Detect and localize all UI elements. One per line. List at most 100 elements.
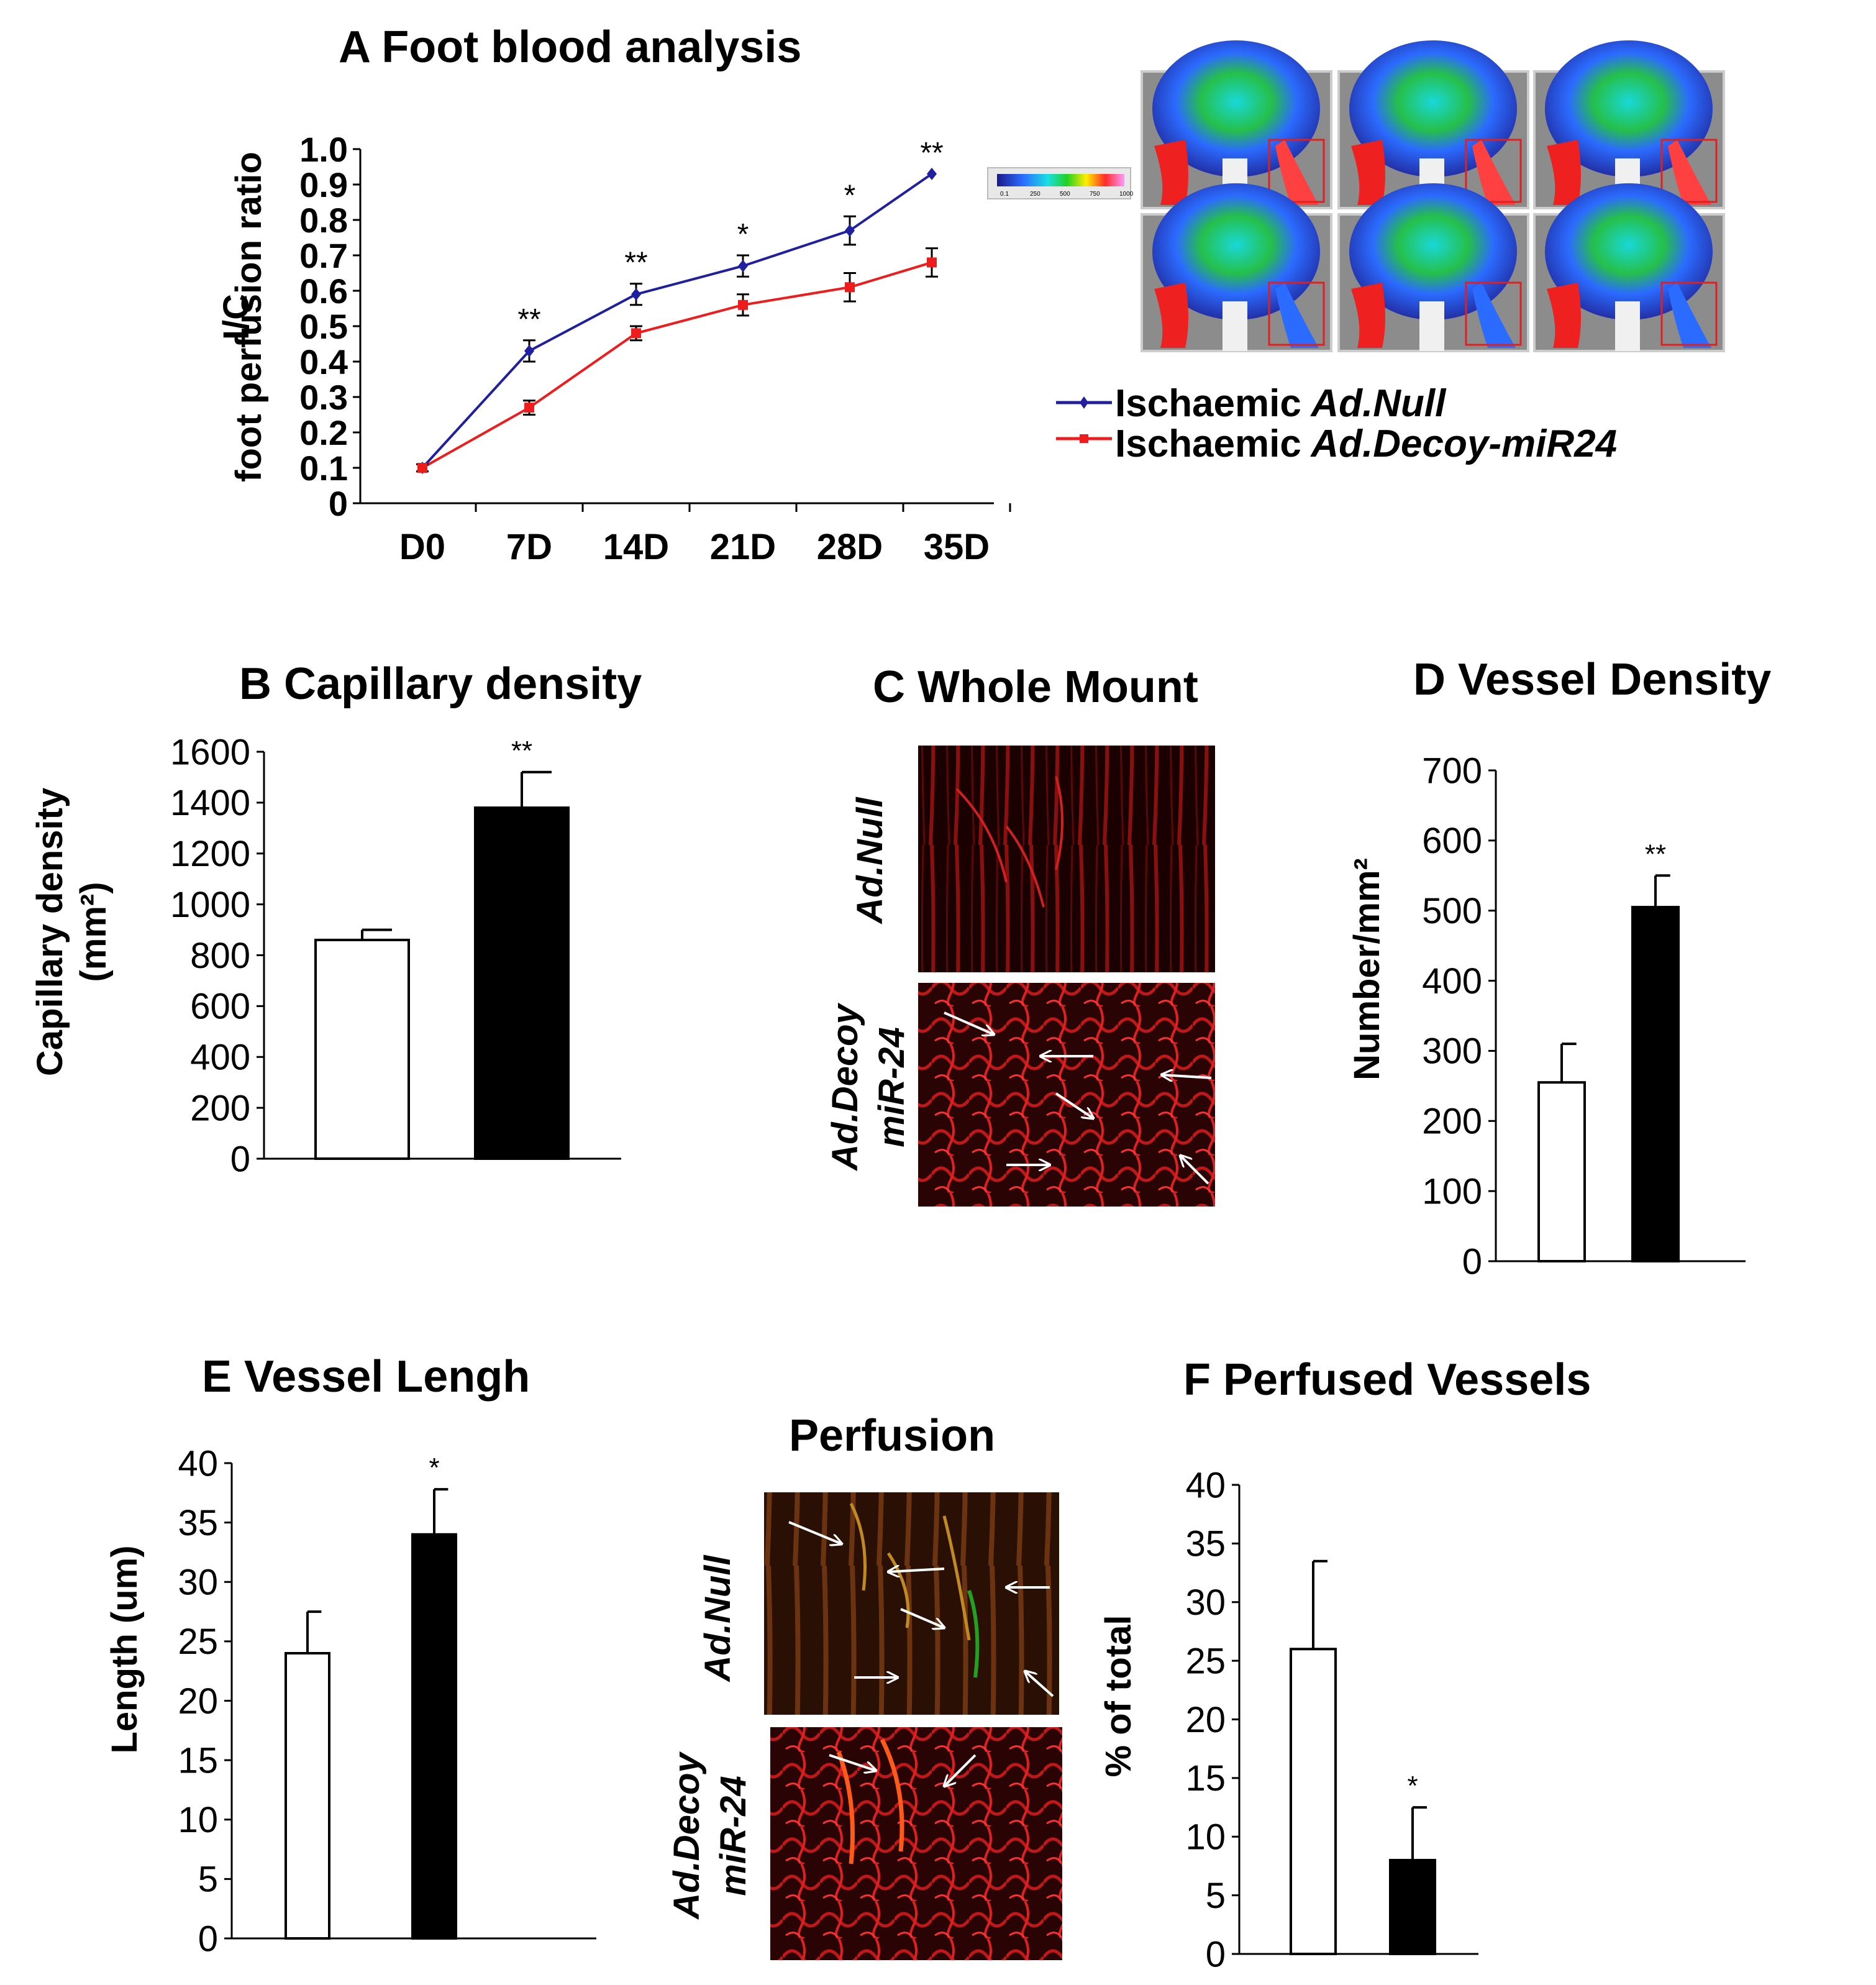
panel-c: C Whole Mount Ad.Null Ad.Decoy miR-24: [825, 662, 1215, 1207]
perfusion-image-null: [764, 1492, 1059, 1715]
doppler-image: [1337, 183, 1529, 352]
panel-f-ylabel: % of total: [1098, 1615, 1139, 1777]
whole-mount-image-decoy: [918, 983, 1215, 1207]
significance-mark: **: [920, 137, 943, 170]
panel-a: A Foot blood analysis I/C foot perfusion…: [216, 22, 1725, 567]
panel-b-title: B Capillary density: [239, 659, 642, 709]
bar: [1537, 1081, 1586, 1262]
perfusion-green-vessel: [967, 1590, 980, 1678]
ytick-label: 1400: [170, 783, 250, 823]
legend-marker-decoy: [1080, 434, 1088, 443]
perfusion-arrows: [788, 1521, 1054, 1786]
bar: [1631, 906, 1680, 1262]
ytick-label: 0: [198, 1919, 218, 1959]
doppler-image: [1337, 40, 1529, 209]
panel-c-label-decoy-2: miR-24: [872, 1027, 912, 1147]
doppler-tail: [1615, 301, 1640, 351]
panel-a-legend: Ischaemic Ad.Null Ischaemic Ad.Decoy-miR…: [1056, 382, 1617, 465]
doppler-body: [1545, 40, 1713, 177]
panel-a-xtick-label: 7D: [506, 527, 552, 567]
data-point: [631, 328, 641, 339]
panel-a-ylabel-2: foot perfusion ratio: [229, 152, 269, 482]
panel-a-axes: 00.10.20.30.40.50.60.70.80.91.0D0 7D 14D 21…: [299, 130, 1011, 567]
doppler-left-leg: [1547, 283, 1581, 348]
data-point: [738, 299, 748, 310]
panel-b-plot: 0 200 400 600 800 1000 1200 1400 1600 **: [170, 732, 621, 1179]
doppler-left-leg: [1154, 140, 1188, 205]
ytick-label: 600: [190, 987, 250, 1027]
panel-a-xtick-label: 35D: [924, 527, 990, 567]
ytick-label: 1600: [170, 732, 250, 772]
doppler-right-leg: [1668, 140, 1711, 205]
arrow-marker: [1025, 1671, 1054, 1697]
panel-e-title: E Vessel Lengh: [202, 1352, 530, 1402]
data-point: [927, 167, 937, 180]
ytick-label: 5: [198, 1860, 218, 1900]
doppler-roi-box: [1465, 281, 1522, 346]
series-line-1: [422, 261, 932, 469]
doppler-roi-box: [1660, 139, 1718, 203]
doppler-left-leg: [1154, 283, 1188, 348]
doppler-body: [1545, 183, 1713, 320]
bar: [411, 1533, 457, 1940]
panel-a-plot: ********: [416, 137, 944, 474]
ytick-label: 10: [178, 1800, 218, 1840]
colorbar-tick-label: 250: [1030, 191, 1040, 198]
bar: [285, 1652, 330, 1940]
arrow-marker: [888, 1569, 945, 1572]
ytick-label: 40: [1185, 1465, 1226, 1505]
ytick-label: 100: [1422, 1171, 1482, 1212]
legend-label-decoy: Ischaemic Ad.Decoy-miR24: [1115, 422, 1617, 465]
ytick-label: 35: [1185, 1524, 1226, 1564]
laser-doppler-images: [1141, 40, 1725, 352]
data-point: [524, 403, 534, 413]
data-point: [738, 260, 748, 273]
significance-mark: **: [511, 736, 532, 766]
significance-mark: *: [737, 218, 749, 251]
doppler-roi-box: [1268, 139, 1325, 203]
significance-mark: **: [517, 303, 540, 336]
doppler-right-leg: [1275, 283, 1319, 348]
panel-e: E Vessel Lengh Length (um) 0 5 10 15 20 25 30 3…: [104, 1352, 596, 1959]
panel-a-xtick-label: 28D: [817, 527, 883, 567]
ytick-label: 20: [1185, 1700, 1226, 1740]
colorbar-tick-label: 0.1: [1000, 191, 1009, 198]
colorbar-ticks: 0.1 250 500 750 1000: [1000, 191, 1134, 198]
ytick-label: 1000: [170, 885, 250, 925]
significance-mark: *: [1407, 1771, 1418, 1801]
panel-e-plot: 0 5 10 15 20 25 30 35 40 *: [178, 1443, 596, 1959]
perfusion-panel: Perfusion Ad.Null Ad.Decoy miR-24: [667, 1411, 1062, 1960]
data-point: [524, 344, 534, 357]
ytick-label: 500: [1422, 891, 1482, 931]
ytick-label: 25: [1185, 1641, 1226, 1681]
perfusion-vessels-decoy: [836, 1738, 904, 1864]
whole-mount-arrows: [944, 1011, 1212, 1185]
whole-mount-vessels-null: [955, 776, 1063, 908]
data-point: [927, 257, 937, 268]
ytick-label: 25: [178, 1622, 218, 1662]
ytick-label: 200: [190, 1088, 250, 1128]
perfusion-image-decoy: [770, 1727, 1062, 1960]
doppler-tail: [1223, 301, 1247, 351]
panel-d-ylabel: Number/mm²: [1347, 858, 1387, 1080]
ytick-label: 600: [1422, 821, 1482, 861]
ytick-label: 0: [1206, 1934, 1226, 1974]
doppler-body: [1152, 183, 1320, 320]
colorbar-tick-label: 750: [1090, 191, 1100, 198]
ytick-label: 35: [178, 1503, 218, 1543]
data-point: [417, 463, 427, 473]
ytick-label: 40: [178, 1443, 218, 1484]
ytick-label: 30: [1185, 1582, 1226, 1623]
perfusion-label-null: Ad.Null: [698, 1554, 738, 1683]
panel-a-ytick-label: 1.0: [299, 130, 348, 169]
doppler-roi-box: [1465, 139, 1522, 203]
panel-a-ytick-label: 0.3: [299, 378, 348, 417]
doppler-roi-box: [1268, 281, 1325, 346]
panel-a-title: A Foot blood analysis: [339, 22, 801, 72]
doppler-left-leg: [1351, 140, 1385, 205]
perfusion-label-decoy-1: Ad.Decoy: [667, 1751, 707, 1920]
panel-d: D Vessel Density Number/mm² 0 100 200 300 40…: [1347, 655, 1771, 1282]
doppler-body: [1152, 40, 1320, 177]
colorbar: [997, 174, 1124, 186]
